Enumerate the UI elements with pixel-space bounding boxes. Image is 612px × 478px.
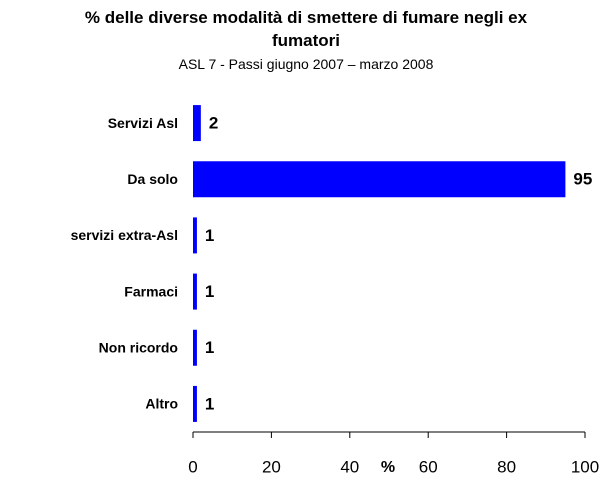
y-tick-label: Servizi Asl bbox=[108, 115, 178, 131]
bar bbox=[193, 385, 197, 422]
y-tick-label: Non ricordo bbox=[99, 339, 178, 355]
bar bbox=[193, 217, 197, 254]
value-label: 2 bbox=[209, 114, 218, 133]
x-tick-label: 40 bbox=[340, 457, 359, 476]
chart-title: % delle diverse modalità di smettere di … bbox=[84, 8, 528, 50]
bar bbox=[193, 161, 566, 198]
bar bbox=[193, 329, 197, 366]
y-tick-label: Farmaci bbox=[124, 283, 178, 299]
y-tick-label: Da solo bbox=[127, 171, 178, 187]
value-label: 1 bbox=[205, 282, 214, 301]
x-tick-label: 80 bbox=[497, 457, 516, 476]
value-label: 1 bbox=[205, 338, 214, 357]
x-axis-label: % bbox=[381, 459, 395, 476]
y-tick-label: Altro bbox=[145, 396, 178, 412]
y-tick-label: servizi extra-Asl bbox=[71, 227, 178, 243]
x-tick-label: 0 bbox=[188, 457, 197, 476]
x-tick-label: 20 bbox=[262, 457, 281, 476]
chart-subtitle: ASL 7 - Passi giugno 2007 – marzo 2008 bbox=[178, 56, 434, 72]
value-label: 1 bbox=[205, 226, 214, 245]
x-tick-label: 60 bbox=[419, 457, 438, 476]
bar bbox=[193, 273, 197, 310]
bar bbox=[193, 105, 201, 142]
x-tick-label: 100 bbox=[571, 457, 599, 476]
value-label: 95 bbox=[573, 170, 592, 189]
value-label: 1 bbox=[205, 394, 214, 413]
